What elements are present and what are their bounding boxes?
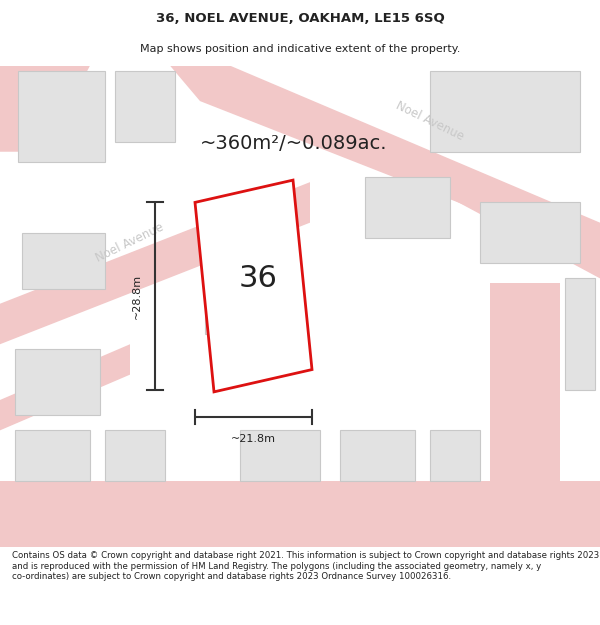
Text: 36: 36 <box>239 264 277 293</box>
Polygon shape <box>0 182 310 344</box>
Polygon shape <box>205 248 295 334</box>
Polygon shape <box>430 71 580 152</box>
Polygon shape <box>15 349 100 415</box>
Polygon shape <box>18 71 105 162</box>
Text: Contains OS data © Crown copyright and database right 2021. This information is : Contains OS data © Crown copyright and d… <box>12 551 599 581</box>
Text: Noel Avenue: Noel Avenue <box>94 221 166 265</box>
Polygon shape <box>0 344 130 431</box>
Text: ~28.8m: ~28.8m <box>132 274 142 319</box>
Polygon shape <box>490 284 560 547</box>
Polygon shape <box>0 481 600 547</box>
Text: Noel Avenue: Noel Avenue <box>394 99 466 143</box>
Text: Map shows position and indicative extent of the property.: Map shows position and indicative extent… <box>140 44 460 54</box>
Polygon shape <box>22 232 105 289</box>
Polygon shape <box>340 431 415 481</box>
Polygon shape <box>0 66 90 152</box>
Text: ~21.8m: ~21.8m <box>231 434 276 444</box>
Polygon shape <box>480 202 580 263</box>
Polygon shape <box>565 278 595 390</box>
Polygon shape <box>170 66 600 258</box>
Polygon shape <box>430 431 480 481</box>
Text: 36, NOEL AVENUE, OAKHAM, LE15 6SQ: 36, NOEL AVENUE, OAKHAM, LE15 6SQ <box>155 12 445 25</box>
Polygon shape <box>240 431 320 481</box>
Polygon shape <box>400 162 600 278</box>
Polygon shape <box>15 431 90 481</box>
Text: ~360m²/~0.089ac.: ~360m²/~0.089ac. <box>200 134 388 153</box>
Polygon shape <box>115 71 175 142</box>
Polygon shape <box>105 431 165 481</box>
Polygon shape <box>195 180 312 392</box>
Polygon shape <box>365 177 450 238</box>
